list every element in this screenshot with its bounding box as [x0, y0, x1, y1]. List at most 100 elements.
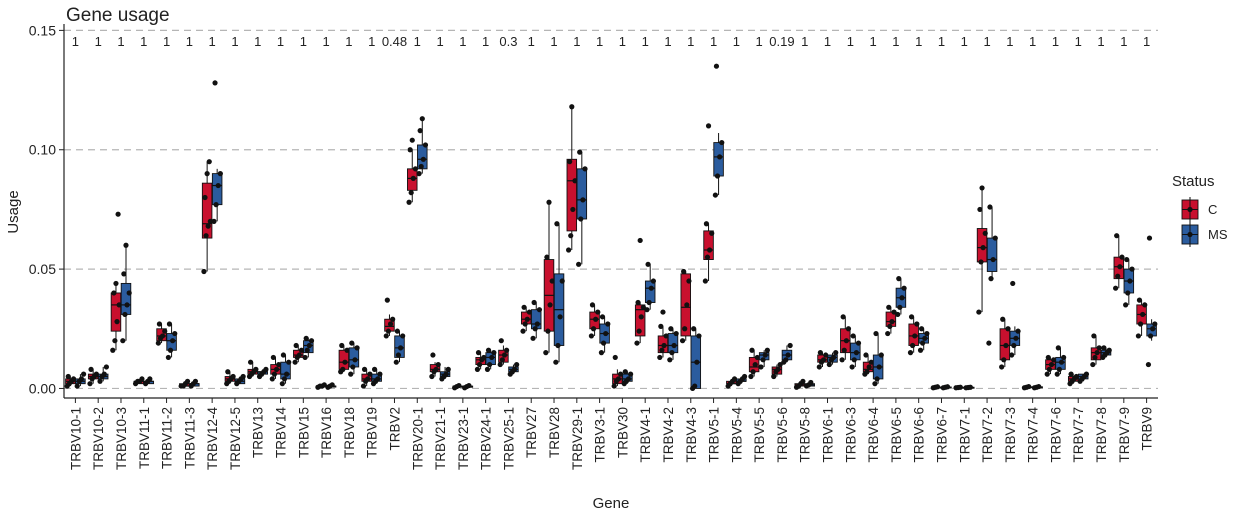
data-point [1048, 361, 1055, 368]
box-C-TRBV4-3 [679, 268, 692, 344]
p-value-label: 1 [368, 34, 375, 49]
x-tick-label: TRBV5-8 [798, 407, 813, 463]
data-point [387, 321, 394, 327]
data-point [754, 354, 760, 361]
data-point [395, 352, 402, 358]
box-MS-TRBV12-4 [211, 80, 223, 224]
data-point [853, 350, 859, 356]
data-point [101, 371, 107, 377]
data-point [348, 371, 354, 377]
data-point [384, 297, 390, 303]
box-body [417, 144, 428, 170]
box-C-TRBV15 [292, 342, 305, 365]
x-tick-label: TRBV6-7 [934, 407, 949, 463]
data-point [1010, 280, 1016, 287]
box-MS-TRBV12-5 [234, 373, 246, 387]
data-point [530, 335, 536, 341]
box-MS-TRBV6-1 [826, 350, 839, 368]
data-point [681, 268, 687, 275]
box-C-TRBV25-1 [497, 338, 510, 368]
data-point [342, 359, 348, 365]
box-body [667, 333, 679, 354]
data-point [215, 182, 221, 189]
data-point [1146, 235, 1153, 241]
box-MS-TRBV14 [279, 352, 292, 387]
data-point [172, 330, 178, 337]
data-point [638, 314, 644, 320]
data-point [339, 342, 345, 349]
data-point [306, 342, 312, 349]
p-value-label: 1 [664, 34, 671, 49]
data-point [668, 326, 674, 332]
data-point [344, 347, 350, 353]
data-point [578, 216, 584, 222]
data-point [340, 366, 346, 372]
data-point [212, 80, 218, 86]
data-point [361, 366, 368, 372]
box-MS-TRBV7-9 [1123, 256, 1135, 308]
data-point [598, 350, 605, 356]
p-value-label: 1 [117, 34, 124, 49]
data-point [377, 371, 383, 377]
data-point [383, 333, 389, 339]
data-point [580, 197, 586, 203]
data-point [863, 352, 869, 358]
data-point [588, 333, 594, 339]
data-point [934, 384, 941, 390]
data-point [281, 376, 288, 382]
p-value-label: 1 [345, 34, 352, 49]
grid-lines [64, 29, 1158, 390]
x-tick-label: TRBV4-2 [661, 407, 676, 463]
p-value-label: 1 [1029, 34, 1036, 49]
box-C-TRBV11-3 [178, 378, 191, 389]
data-point [992, 235, 998, 241]
data-point [980, 245, 986, 251]
data-point [671, 342, 677, 349]
data-point [1094, 350, 1100, 356]
data-point [1129, 266, 1135, 272]
data-point [273, 366, 280, 372]
data-point [679, 338, 686, 344]
data-point [1013, 335, 1019, 341]
data-point [497, 361, 503, 368]
data-point [644, 307, 650, 313]
data-point [1015, 328, 1021, 334]
box-body [703, 230, 714, 260]
data-point [400, 333, 406, 339]
y-tick-label: 0.15 [29, 22, 56, 38]
data-point [1101, 345, 1107, 351]
data-point [1114, 233, 1120, 239]
x-tick-label: TRBV30 [615, 407, 630, 458]
legend: Status C MS [1172, 173, 1228, 247]
data-point [1005, 326, 1011, 332]
x-tick-label: TRBV4-3 [684, 407, 699, 463]
data-point [901, 285, 907, 291]
p-value-label: 0.3 [499, 34, 517, 49]
data-point [422, 142, 429, 148]
p-value-label: 1 [72, 34, 79, 49]
box-body [120, 282, 132, 315]
data-point [393, 359, 399, 365]
x-tick-label: TRBV14 [274, 407, 289, 459]
box-C-TRBV7-3 [999, 316, 1011, 370]
box-MS-TRBV4-3 [689, 326, 702, 392]
box-MS-TRBV6-7 [940, 384, 952, 391]
data-point [663, 333, 669, 339]
data-point [1152, 321, 1158, 327]
p-value-label: 1 [1052, 34, 1059, 49]
data-point [843, 338, 849, 344]
box-C-TRBV10-1 [64, 373, 77, 389]
y-tick-label: 0.10 [29, 142, 56, 158]
data-point [637, 237, 643, 244]
box-C-TRBV18 [338, 342, 350, 375]
legend-point [1187, 206, 1193, 213]
box-MS-TRBV7-2 [986, 204, 998, 346]
p-value-label: 1 [414, 34, 421, 49]
data-point [650, 278, 656, 284]
data-point [1136, 297, 1143, 303]
data-point [874, 376, 880, 382]
data-point [570, 206, 576, 213]
data-point [283, 371, 290, 377]
box-MS-TRBV2 [393, 328, 406, 365]
